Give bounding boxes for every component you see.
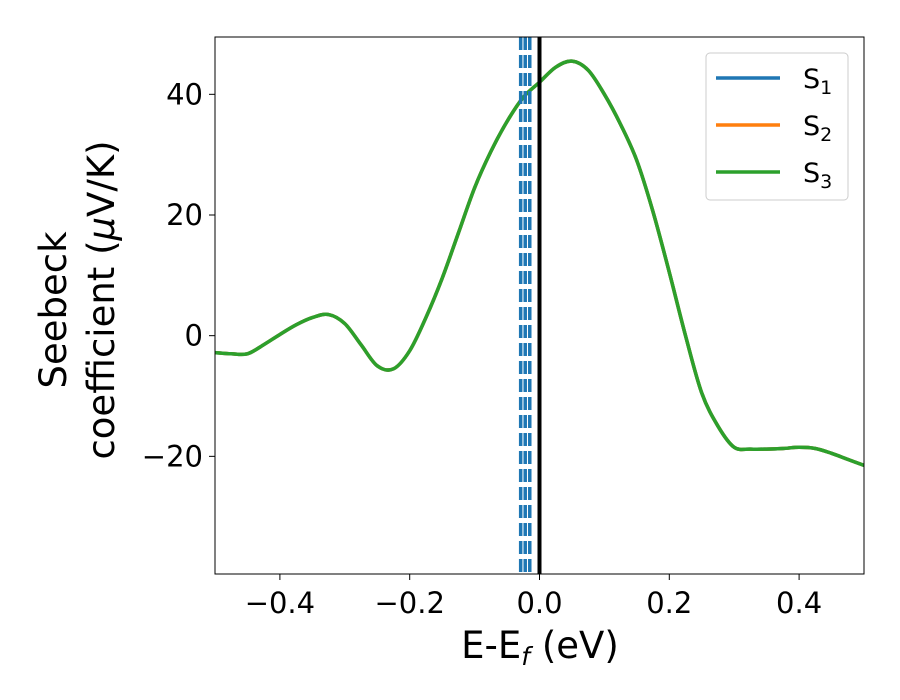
- y-tick-label: 20: [166, 198, 203, 232]
- plot-lines: [215, 37, 864, 574]
- legend-label-1: S1: [803, 64, 832, 99]
- y-tick-label: −20: [142, 439, 203, 473]
- x-tick-label: 0.4: [776, 586, 822, 620]
- legend: S1 S2 S3: [705, 52, 849, 201]
- x-tick-label: 0.2: [646, 586, 692, 620]
- y-axis-label-line1: Seebeck: [32, 231, 75, 389]
- x-axis-label: E-Ef (eV): [461, 624, 619, 671]
- x-axis-ticks: −0.4 −0.2 0.0 0.2 0.4: [245, 574, 822, 620]
- legend-label-2: S2: [803, 111, 832, 146]
- y-tick-label: 40: [166, 77, 203, 111]
- y-axis-label-line2: coefficient (μV/K): [80, 140, 123, 459]
- y-axis-ticks: −20 0 20 40: [142, 77, 215, 473]
- x-tick-label: −0.4: [245, 586, 315, 620]
- x-tick-label: −0.2: [374, 586, 444, 620]
- legend-label-3: S3: [803, 158, 832, 193]
- x-tick-label: 0.0: [516, 586, 562, 620]
- y-tick-label: 0: [185, 319, 203, 353]
